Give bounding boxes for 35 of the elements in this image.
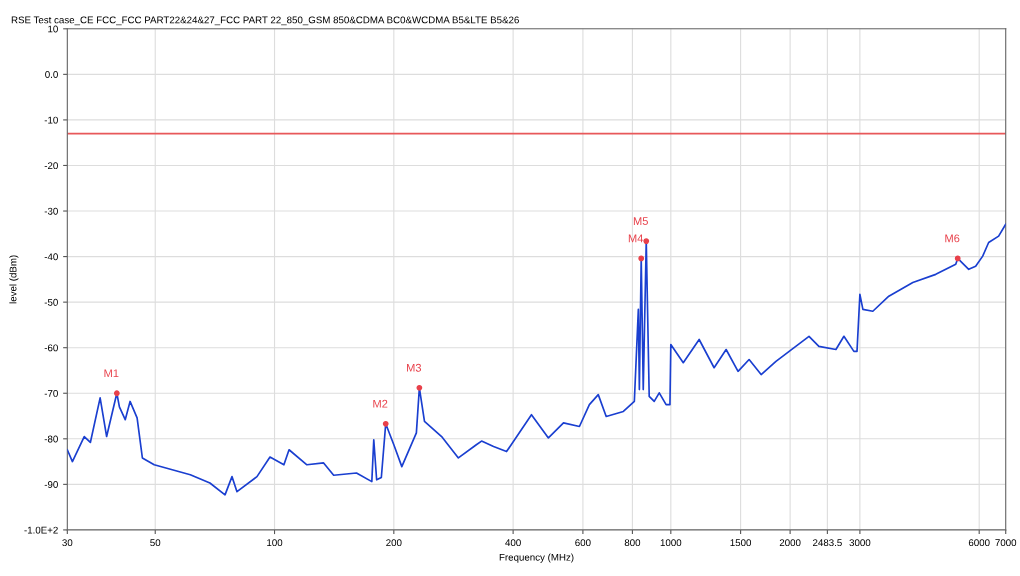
annotation: M4 (628, 234, 644, 243)
x-tick-label: 50 (150, 539, 161, 547)
y-tick-label: -60 (44, 344, 58, 352)
y-tick-label: -90 (44, 481, 58, 488)
annotation: M2 (373, 399, 388, 408)
x-tick-label: 100 (267, 539, 283, 547)
x-tick-label: 3000 (849, 539, 871, 547)
x-tick-label: 2483.5 (813, 539, 842, 547)
annotation: M3 (407, 363, 422, 372)
chart-title: RSE Test case_CE FCC_FCC PART22&24&27_FCC PART 22_850_GSM 850&CDMA BC0&WCDMA B5&LTE B5&26 (11, 16, 519, 26)
x-tick-label: 1000 (660, 539, 682, 547)
x-tick-label: 800 (624, 539, 641, 547)
annotation: M5 (633, 217, 648, 226)
y-tick-label: 0.0 (45, 71, 58, 78)
x-tick-label: 1500 (730, 539, 752, 547)
y-tick-label: -50 (44, 298, 58, 306)
y-tick-label: -70 (44, 389, 58, 397)
x-tick-label: 200 (386, 539, 402, 547)
x-tick-label: 7000 (995, 539, 1017, 547)
y-tick-label: 10 (48, 25, 58, 33)
x-tick-label: 600 (575, 539, 591, 547)
x-axis-title: Frequency (MHz) (499, 553, 574, 563)
y-tick-label: -30 (44, 207, 58, 215)
x-tick-label: 400 (505, 539, 521, 547)
annotation: M1 (104, 369, 119, 378)
x-tick-label: 30 (62, 539, 73, 547)
x-tick-label: 2000 (779, 539, 801, 547)
annotation: M6 (945, 234, 960, 243)
x-tick-label: 6000 (968, 539, 990, 547)
y-tick-label: -10 (44, 116, 58, 124)
y-tick-label: -80 (44, 435, 58, 443)
y-axis-title: level (dBm) (9, 255, 19, 304)
y-tick-label: -20 (44, 162, 58, 170)
y-tick-label: -1.0E+2 (24, 526, 58, 534)
y-tick-label: -40 (44, 253, 58, 261)
